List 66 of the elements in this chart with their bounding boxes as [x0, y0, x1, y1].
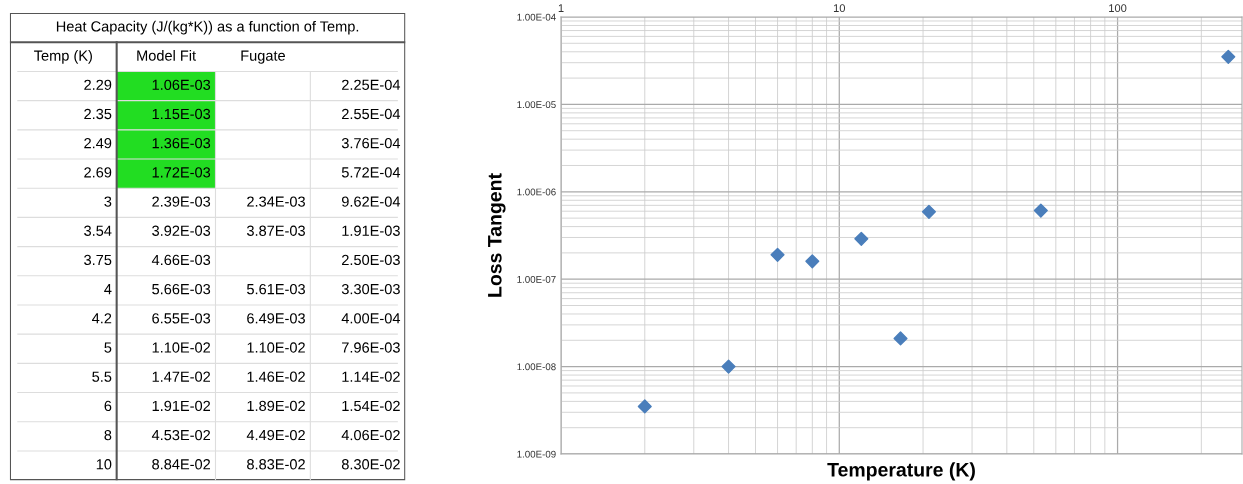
- text: 5: [104, 342, 112, 353]
- text: 2.69: [84, 167, 112, 178]
- text: 3.76E-04: [341, 138, 401, 149]
- text: 1.47E-02: [152, 371, 211, 382]
- text: 6.55E-03: [152, 313, 211, 324]
- text: 1.91E-02: [152, 400, 211, 412]
- y-axis-title: Loss Tangent: [488, 173, 506, 297]
- text: 6: [104, 400, 112, 412]
- text: 2.39E-03: [152, 196, 211, 207]
- text: 9.62E-04: [341, 196, 401, 207]
- text: 1.06E-03: [152, 79, 211, 90]
- text: 1.14E-02: [342, 371, 400, 382]
- text: 10: [96, 459, 112, 470]
- text: 4.2: [91, 313, 112, 324]
- text: 5.72E-04: [341, 167, 401, 178]
- text: 3.92E-03: [152, 225, 211, 236]
- text: 4.00E-04: [341, 313, 401, 324]
- text: 4.53E-02: [151, 429, 211, 441]
- text: 2.34E-03: [247, 196, 305, 207]
- x-tick-label: 1: [558, 4, 564, 12]
- text: 6.49E-03: [247, 313, 305, 324]
- text: 1.72E-03: [152, 167, 211, 178]
- text: 2.49: [84, 138, 112, 149]
- y-tick-label: 1.00E-06: [517, 188, 556, 196]
- y-tick-label: 1.00E-07: [517, 275, 556, 283]
- text: 2.50E-03: [342, 254, 400, 266]
- y-tick-label: 1.00E-09: [517, 450, 556, 458]
- text: 8.30E-02: [341, 459, 400, 470]
- category-label: Temp (K): [34, 50, 92, 64]
- text: 2.35: [84, 108, 112, 120]
- text: 1.10E-02: [152, 342, 211, 353]
- x-axis-title: Temperature (K): [827, 462, 975, 481]
- text: 3: [104, 196, 112, 207]
- text: 1.91E-03: [342, 225, 400, 236]
- text: 4.06E-02: [341, 429, 400, 441]
- y-tick-label: 1.00E-04: [517, 13, 556, 21]
- text: 5.66E-03: [152, 283, 211, 295]
- text: 5.5: [92, 371, 112, 382]
- text: 1.10E-02: [247, 342, 305, 353]
- text: Heat Capacity (J/(kg*K)) as a function of Temp.: [56, 20, 359, 35]
- text: 1.46E-02: [247, 371, 305, 382]
- text: 2.29: [84, 79, 112, 90]
- text: 3.75: [84, 254, 112, 266]
- text: 7.96E-03: [342, 342, 400, 353]
- text: 5.61E-03: [247, 283, 305, 295]
- category-label: Model Fit: [137, 50, 196, 61]
- text: 8.83E-02: [247, 459, 305, 470]
- text: 1.36E-03: [152, 138, 211, 149]
- text: 3.30E-03: [341, 283, 400, 295]
- text: 8.84E-02: [152, 459, 211, 470]
- text: 1.15E-03: [152, 108, 211, 120]
- text: 4: [104, 284, 112, 295]
- y-tick-label: 1.00E-05: [517, 101, 556, 109]
- text: 2.25E-04: [342, 79, 401, 90]
- text: 2.55E-04: [342, 108, 401, 120]
- text: 3.54: [84, 225, 112, 236]
- text: 8: [104, 429, 112, 441]
- text: 4.66E-03: [151, 254, 211, 266]
- category-label: Fugate: [241, 50, 285, 64]
- x-tick-label: 10: [833, 4, 846, 13]
- text: 1.54E-02: [342, 400, 400, 412]
- text: 3.87E-03: [246, 225, 305, 236]
- x-tick-label: 100: [1109, 4, 1127, 13]
- text: 1.89E-02: [247, 400, 305, 412]
- y-tick-label: 1.00E-08: [517, 363, 556, 371]
- text: 4.49E-02: [246, 429, 305, 441]
